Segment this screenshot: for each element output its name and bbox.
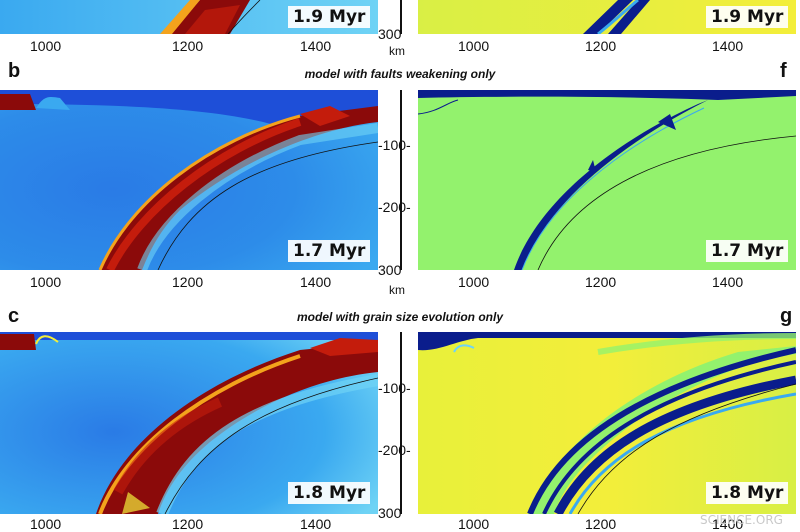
- y-tick-b-300: 300: [378, 262, 402, 278]
- x-tick-c-right-1200: 1200: [585, 516, 617, 532]
- time-label-a-left: 1.9 Myr: [288, 6, 371, 28]
- time-label-b-left: 1.7 Myr: [288, 240, 371, 262]
- x-tick-a-right-1000: 1000: [458, 38, 490, 54]
- y-tick-a-300: 300: [378, 26, 402, 42]
- panel-letter-f: f: [780, 60, 787, 82]
- x-tick-b-right-1200: 1200: [585, 274, 617, 290]
- panel-g-strain: 1.8 Myr: [418, 332, 796, 514]
- panel-b-viscosity: 1.7 Myr: [0, 90, 378, 270]
- y-tick-c-100: -100-: [378, 380, 411, 396]
- y-axis-b: [400, 90, 402, 270]
- panel-a-viscosity: 1.9 Myr: [0, 0, 378, 34]
- x-tick-a-left-1400: 1400: [300, 38, 332, 54]
- x-tick-b-left-1200: 1200: [172, 274, 204, 290]
- x-tick-c-left-1000: 1000: [30, 516, 62, 532]
- x-tick-c-left-1400: 1400: [300, 516, 332, 532]
- x-tick-a-right-1200: 1200: [585, 38, 617, 54]
- panel-c-viscosity: 1.8 Myr: [0, 332, 378, 514]
- y-tick-c-200: -200-: [378, 442, 411, 458]
- panel-letter-g: g: [780, 305, 793, 327]
- panel-letter-c: c: [8, 305, 20, 327]
- y-tick-b-100: -100-: [378, 137, 411, 153]
- time-label-a-right: 1.9 Myr: [706, 6, 789, 28]
- y-axis-c: [400, 332, 402, 514]
- y-tick-c-300: 300: [378, 505, 402, 521]
- y-tick-b-200: -200-: [378, 199, 411, 215]
- x-tick-a-left-1200: 1200: [172, 38, 204, 54]
- x-tick-b-left-1000: 1000: [30, 274, 62, 290]
- panel-e-strain: 1.9 Myr: [418, 0, 796, 34]
- panel-letter-b: b: [8, 60, 21, 82]
- y-axis-a: [400, 0, 402, 34]
- unit-a: km: [389, 44, 405, 58]
- x-tick-c-right-1000: 1000: [458, 516, 490, 532]
- caption-c: model with grain size evolution only: [296, 310, 504, 324]
- panel-f-strain: 1.7 Myr: [418, 90, 796, 270]
- time-label-c-left: 1.8 Myr: [288, 482, 371, 504]
- x-tick-b-left-1400: 1400: [300, 274, 332, 290]
- caption-b: model with faults weakening only: [304, 67, 496, 81]
- x-tick-c-right-1400: 1400: [712, 516, 744, 532]
- x-tick-b-right-1000: 1000: [458, 274, 490, 290]
- x-tick-c-left-1200: 1200: [172, 516, 204, 532]
- unit-b: km: [389, 283, 405, 297]
- x-tick-b-right-1400: 1400: [712, 274, 744, 290]
- x-tick-a-left-1000: 1000: [30, 38, 62, 54]
- time-label-b-right: 1.7 Myr: [706, 240, 789, 262]
- time-label-c-right: 1.8 Myr: [706, 482, 789, 504]
- x-tick-a-right-1400: 1400: [712, 38, 744, 54]
- watermark: SCIENCE.ORG: [700, 513, 783, 527]
